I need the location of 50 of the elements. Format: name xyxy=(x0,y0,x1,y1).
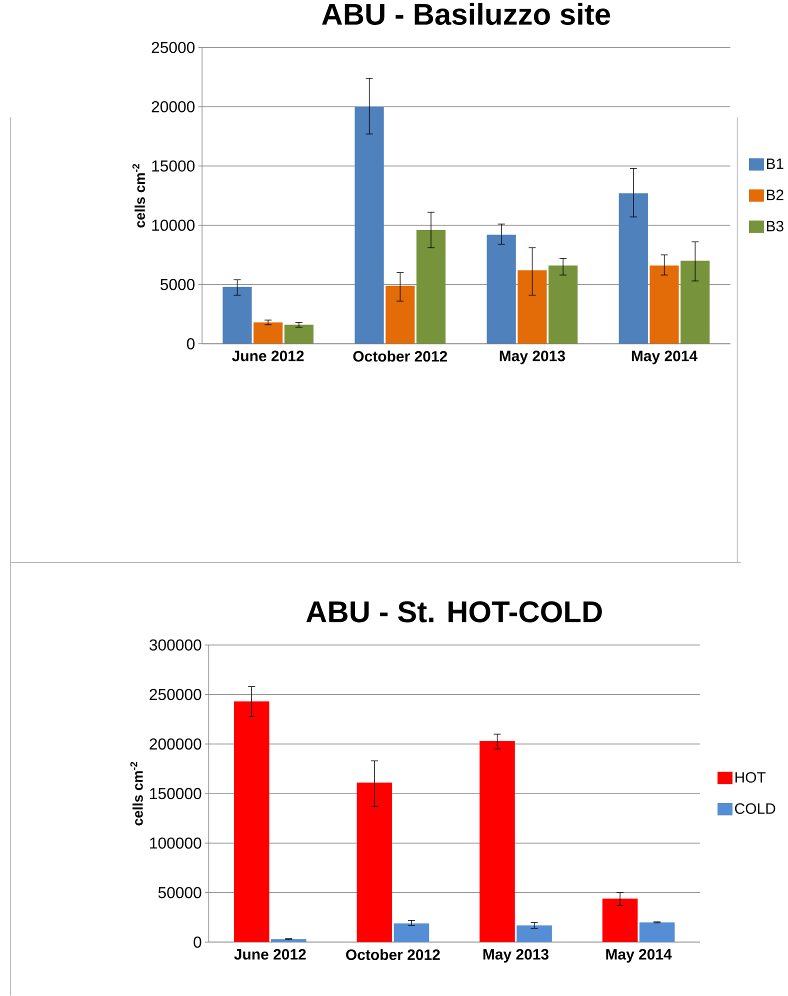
x-tick-label: May 2013 xyxy=(500,350,565,364)
bar xyxy=(602,898,638,942)
x-tick-label: May 2014 xyxy=(632,350,698,364)
y-tick-label: 200000 xyxy=(149,738,202,750)
chart-title: ABU - Basiluzzo site xyxy=(322,2,610,25)
y-axis-title: cells cm$^{-2}$ xyxy=(130,762,143,826)
bar xyxy=(222,286,252,344)
y-tick-label: 0 xyxy=(193,936,202,948)
bar xyxy=(354,106,384,344)
legend-label: B1 xyxy=(766,158,784,169)
y-tick-label: 0 xyxy=(186,338,194,350)
x-tick-label: October 2012 xyxy=(353,350,447,362)
legend-label: HOT xyxy=(735,772,766,783)
bar xyxy=(385,286,414,344)
bar xyxy=(394,923,429,942)
bar xyxy=(234,701,270,942)
bar xyxy=(253,322,282,344)
bar xyxy=(548,266,578,344)
y-tick-label: 20000 xyxy=(152,101,194,112)
x-tick-label: May 2013 xyxy=(483,949,548,963)
bar xyxy=(680,260,710,344)
bar xyxy=(618,193,648,344)
y-tick-label: 250000 xyxy=(149,688,202,700)
x-tick-label: October 2012 xyxy=(346,949,440,960)
y-tick-label: 100000 xyxy=(150,837,202,849)
legend-label: B2 xyxy=(766,190,784,200)
chart-title: ABU - St. HOT-COLD xyxy=(306,601,602,622)
y-tick-label: 50000 xyxy=(158,886,202,898)
bar xyxy=(516,925,552,942)
bar xyxy=(479,741,515,942)
y-axis-title: cells cm$^{-2}$ xyxy=(132,164,145,228)
bar xyxy=(284,324,314,344)
y-tick-label: 15000 xyxy=(152,160,194,172)
x-tick-label: June 2012 xyxy=(232,350,304,362)
y-tick-label: 5000 xyxy=(160,278,194,290)
x-tick-label: May 2014 xyxy=(606,949,672,963)
bar xyxy=(649,266,679,344)
y-tick-label: 25000 xyxy=(152,42,194,54)
bar xyxy=(517,270,547,344)
bar xyxy=(639,922,674,942)
legend-label: B3 xyxy=(766,220,784,232)
bar xyxy=(270,939,306,942)
y-tick-label: 150000 xyxy=(150,788,202,800)
bar xyxy=(486,234,516,344)
x-tick-label: June 2012 xyxy=(234,949,306,960)
bar xyxy=(416,230,446,344)
legend-label: COLD xyxy=(734,803,775,814)
bar xyxy=(356,782,392,942)
y-tick-label: 300000 xyxy=(149,639,202,651)
y-tick-label: 10000 xyxy=(152,220,194,231)
